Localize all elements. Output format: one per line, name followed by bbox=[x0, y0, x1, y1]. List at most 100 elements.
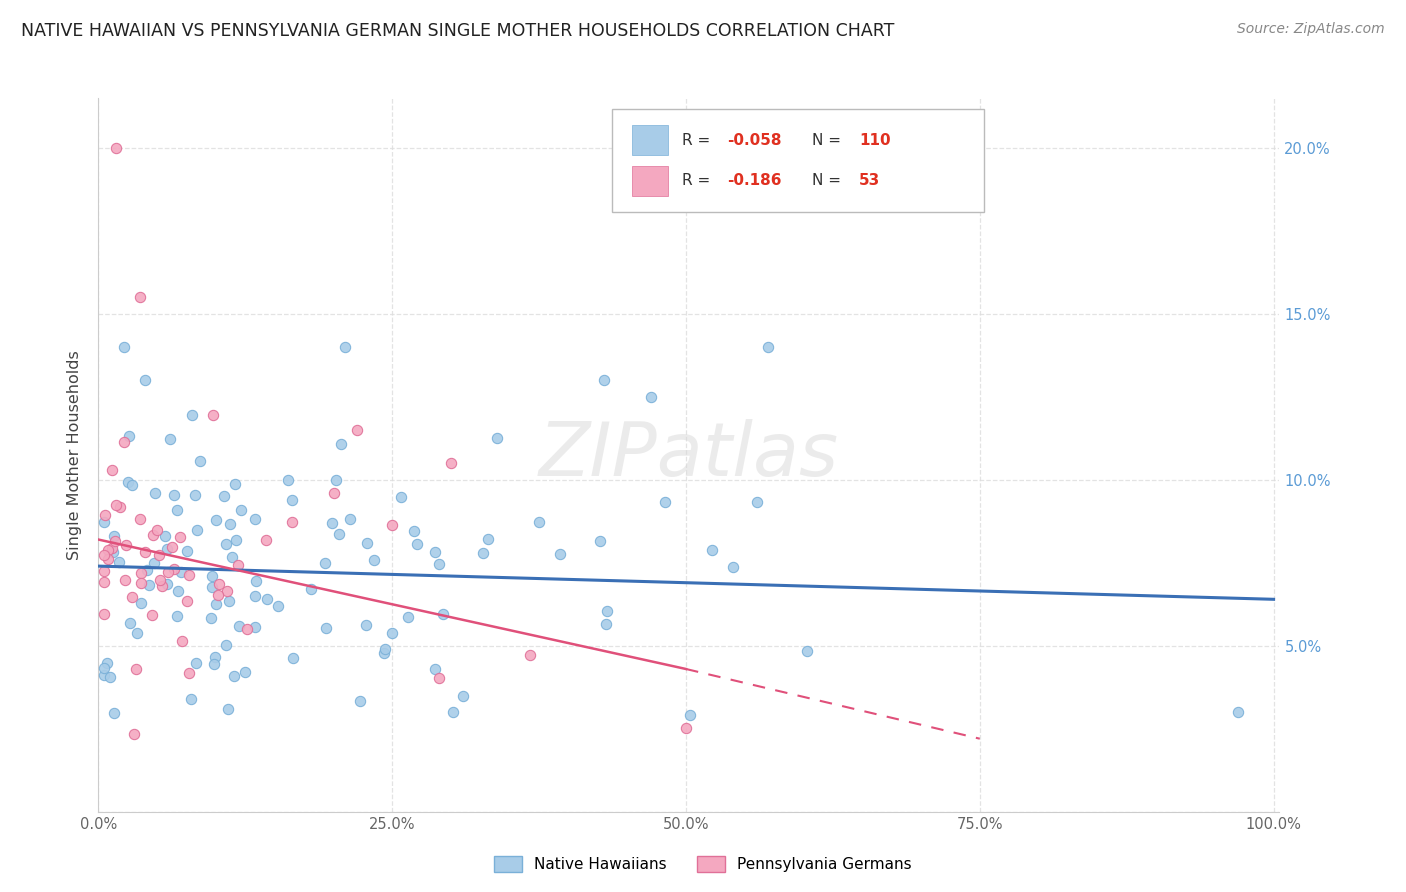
Point bbox=[349, 694, 371, 708]
Point bbox=[166, 502, 188, 516]
Point bbox=[125, 625, 148, 640]
Point bbox=[115, 537, 138, 551]
Point bbox=[396, 609, 419, 624]
Point bbox=[129, 576, 152, 591]
Point bbox=[145, 523, 167, 537]
Point bbox=[427, 671, 450, 685]
Point bbox=[596, 604, 619, 618]
Point bbox=[215, 537, 238, 551]
Point bbox=[1227, 705, 1250, 719]
Point bbox=[200, 611, 222, 625]
Point bbox=[97, 543, 120, 558]
Y-axis label: Single Mother Households: Single Mother Households bbox=[67, 350, 83, 560]
Point bbox=[243, 620, 266, 634]
Text: 53: 53 bbox=[859, 173, 880, 188]
Point bbox=[374, 642, 396, 657]
Point bbox=[228, 619, 250, 633]
Point bbox=[222, 669, 245, 683]
Point bbox=[184, 488, 207, 502]
Point bbox=[231, 502, 253, 516]
Point bbox=[207, 588, 229, 602]
Point bbox=[679, 707, 702, 722]
Point bbox=[156, 566, 179, 580]
Point bbox=[254, 533, 277, 548]
Point bbox=[548, 547, 571, 561]
Point bbox=[93, 564, 115, 578]
Point bbox=[406, 536, 429, 550]
Point bbox=[243, 589, 266, 603]
Point bbox=[381, 625, 404, 640]
Text: ZIPatlas: ZIPatlas bbox=[538, 419, 839, 491]
Point bbox=[141, 607, 163, 622]
Point bbox=[143, 485, 166, 500]
Point bbox=[425, 545, 447, 559]
Point bbox=[159, 433, 181, 447]
Point bbox=[346, 423, 368, 437]
Point bbox=[105, 498, 128, 512]
Point bbox=[204, 649, 226, 664]
Point bbox=[105, 141, 128, 155]
Point bbox=[180, 408, 202, 422]
Point bbox=[149, 573, 172, 587]
Point bbox=[299, 582, 322, 596]
Point bbox=[163, 488, 186, 502]
Point bbox=[330, 437, 353, 451]
Point bbox=[519, 648, 541, 662]
Point bbox=[156, 576, 179, 591]
Point bbox=[93, 661, 115, 675]
Point bbox=[233, 665, 256, 680]
Point bbox=[256, 591, 278, 606]
Point bbox=[142, 556, 165, 570]
Point bbox=[325, 474, 347, 488]
Point bbox=[131, 566, 153, 581]
Point bbox=[124, 726, 146, 740]
Point bbox=[93, 575, 115, 590]
Point bbox=[281, 492, 304, 507]
Point bbox=[451, 689, 474, 703]
Point bbox=[277, 473, 299, 487]
Point bbox=[201, 568, 224, 582]
Point bbox=[315, 621, 337, 635]
Point bbox=[472, 546, 495, 560]
Point bbox=[486, 431, 509, 445]
Point bbox=[134, 373, 156, 387]
Point bbox=[745, 494, 768, 508]
Point bbox=[323, 486, 346, 500]
Point bbox=[402, 524, 425, 538]
Point bbox=[221, 549, 243, 564]
FancyBboxPatch shape bbox=[633, 166, 668, 196]
Point bbox=[129, 596, 152, 610]
Point bbox=[225, 533, 247, 548]
Point bbox=[245, 574, 267, 589]
Point bbox=[177, 568, 200, 582]
Point bbox=[134, 545, 156, 559]
Point bbox=[328, 527, 350, 541]
Point bbox=[335, 340, 357, 354]
Point bbox=[756, 340, 779, 354]
Point bbox=[180, 692, 202, 706]
Point bbox=[217, 702, 239, 716]
Point bbox=[128, 290, 150, 304]
Point bbox=[339, 512, 361, 526]
Point bbox=[592, 373, 614, 387]
Point bbox=[205, 597, 228, 611]
Point bbox=[588, 533, 610, 548]
Point bbox=[98, 670, 121, 684]
Point bbox=[163, 562, 186, 576]
Point bbox=[281, 651, 304, 665]
Point bbox=[176, 544, 198, 558]
Point bbox=[118, 616, 141, 631]
Point bbox=[169, 530, 191, 544]
Point bbox=[477, 532, 499, 546]
Point bbox=[117, 475, 139, 490]
Point bbox=[94, 508, 117, 522]
Point bbox=[441, 706, 464, 720]
Point bbox=[156, 542, 179, 557]
Point bbox=[103, 529, 125, 543]
Point bbox=[700, 543, 723, 558]
FancyBboxPatch shape bbox=[633, 125, 668, 155]
Text: -0.186: -0.186 bbox=[727, 173, 782, 188]
Point bbox=[112, 340, 135, 354]
Point bbox=[97, 552, 120, 566]
Text: N =: N = bbox=[811, 173, 845, 188]
